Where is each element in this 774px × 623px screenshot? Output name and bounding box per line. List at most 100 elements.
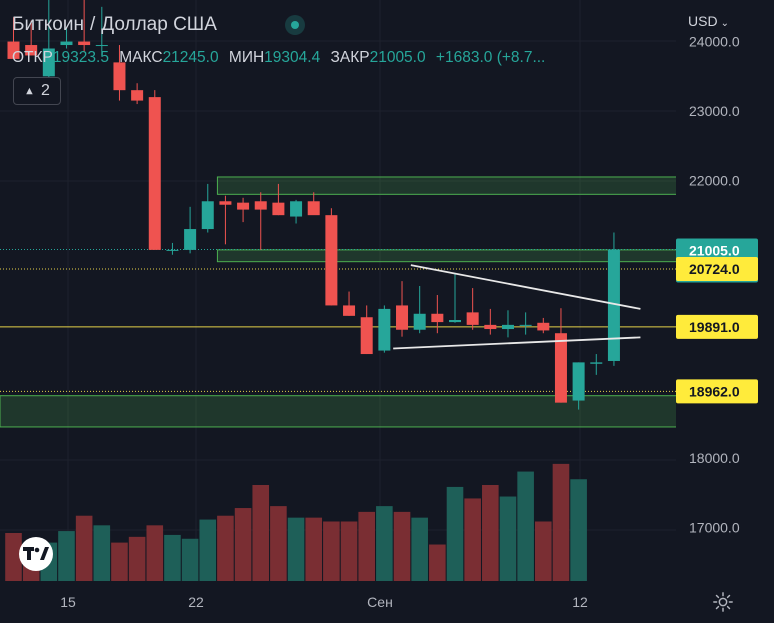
x-axis[interactable]: 15 22 Сен 12 [60, 594, 588, 610]
volume-bar [517, 471, 534, 581]
candle-body [572, 362, 585, 401]
candle-body [201, 201, 214, 230]
candle-body [449, 320, 461, 323]
y-axis[interactable]: 24000.0 23000.0 22000.0 18000.0 17000.0 [676, 0, 774, 623]
volume-bar [270, 506, 287, 581]
volume-bar [252, 485, 270, 581]
chevron-up-icon: ▼ [24, 85, 35, 97]
symbol-name: Биткоин [12, 14, 84, 35]
level-price-tag [676, 257, 758, 282]
trendline [393, 336, 641, 350]
close-key: ЗАКР [330, 49, 370, 66]
candlesticks [7, 0, 620, 410]
candle-body [537, 322, 550, 331]
candle-body [78, 41, 91, 46]
price-zone [0, 395, 774, 428]
level-price-tag [676, 379, 758, 404]
candle-body [113, 62, 126, 91]
volume-bar [464, 498, 481, 581]
open-value: 19323.5 [52, 49, 109, 66]
volume-bar [570, 479, 587, 581]
candle-body [272, 202, 285, 216]
candle-body [148, 97, 161, 250]
collapse-indicators-button[interactable]: ▼ 2 [13, 77, 61, 105]
quote-currency: Доллар США [101, 14, 217, 35]
candle-body [237, 202, 250, 210]
x-axis-tick-label: 12 [572, 594, 588, 610]
symbol-separator: / [89, 14, 96, 35]
support-resistance-zones [0, 176, 774, 428]
tradingview-logo[interactable] [16, 537, 56, 571]
volume-bar [552, 463, 570, 581]
y-axis-tick-label: 22000.0 [689, 172, 740, 188]
volume-bar [446, 486, 464, 581]
candle-body [131, 90, 144, 101]
x-axis-tick-label: 22 [188, 594, 204, 610]
volume-bar [199, 519, 217, 581]
volume-bar [111, 542, 128, 581]
candle-body [184, 229, 197, 250]
level-price-value: 20724.0 [689, 261, 740, 277]
candle-body [254, 201, 267, 210]
horizontal-levels [0, 249, 676, 392]
volume-bar [376, 506, 393, 581]
volume-bar [287, 517, 305, 581]
y-axis-tick-label: 18000.0 [689, 450, 740, 466]
candle-body [431, 313, 444, 323]
y-axis-tick-label: 17000.0 [689, 520, 740, 536]
settings-gear-icon[interactable] [712, 591, 734, 613]
volume-bar [535, 521, 552, 581]
candle-body [378, 308, 391, 351]
volume-bar [58, 531, 75, 581]
candle-body [343, 305, 356, 316]
volume-bar [499, 496, 517, 581]
volume-bar [75, 515, 93, 581]
chevron-down-icon: ⌄ [720, 18, 729, 29]
candle-body [484, 324, 497, 330]
low-key: МИН [228, 49, 265, 66]
candle-body [607, 249, 620, 361]
level-price-value: 19891.0 [689, 319, 740, 335]
candle-body [60, 41, 73, 46]
candle-body [42, 48, 55, 77]
candle-body [325, 215, 338, 306]
volume-bars [5, 463, 587, 581]
volume-bar [181, 538, 199, 581]
x-axis-tick-label: Сен [367, 594, 393, 610]
volume-bar [5, 533, 22, 581]
volume-bar [429, 544, 446, 581]
volume-bar [340, 521, 358, 581]
volume-bar [146, 525, 164, 581]
volume-bar [234, 508, 252, 581]
trendlines [393, 264, 641, 350]
indicator-count: 2 [40, 82, 50, 99]
level-price-value: 18962.0 [689, 383, 740, 399]
currency-selector[interactable]: USD ⌄ [688, 13, 729, 29]
candle-body [219, 201, 232, 205]
symbol-title[interactable]: Биткоин / Доллар США [12, 14, 217, 36]
change-value: +1683.0 (+8.7... [435, 49, 546, 66]
low-value: 19304.4 [264, 49, 321, 66]
candle-body [413, 313, 426, 330]
candle-body [360, 317, 373, 355]
candle-body [501, 324, 514, 330]
y-axis-tick-label: 23000.0 [689, 103, 740, 119]
market-status-icon[interactable] [285, 15, 305, 35]
ohlc-legend: ОТКР19323.5 МАКС21245.0 МИН19304.4 ЗАКР2… [12, 49, 551, 67]
high-value: 21245.0 [162, 49, 219, 66]
volume-bar [358, 511, 375, 581]
volume-bar [482, 485, 499, 581]
candle-body [396, 305, 409, 330]
candle-body [590, 362, 603, 364]
candle-body [7, 41, 20, 59]
volume-bar [305, 517, 323, 581]
volume-bar [128, 536, 146, 581]
y-axis-background [676, 0, 774, 623]
close-value: 21005.0 [369, 49, 426, 66]
volume-bar [217, 515, 234, 581]
x-axis-tick-label: 15 [60, 594, 76, 610]
candle-body [519, 324, 532, 326]
volume-bar [323, 521, 340, 581]
